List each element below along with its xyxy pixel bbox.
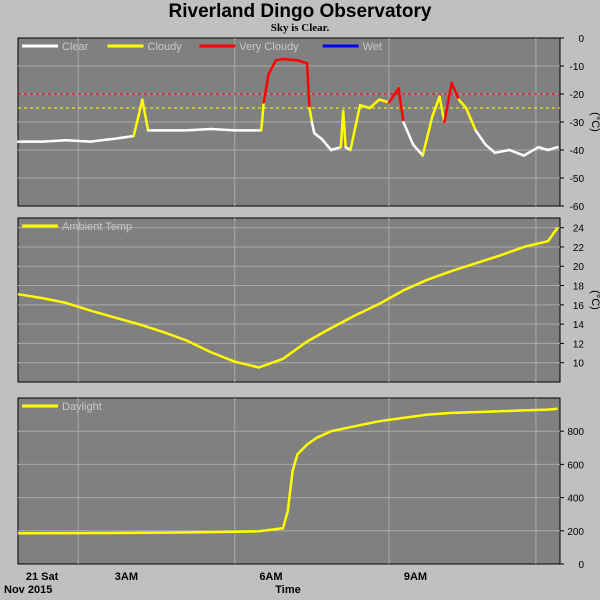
legend-label: Daylight bbox=[62, 401, 102, 413]
y-tick-label: -30 bbox=[570, 118, 585, 129]
sky-temp-segment bbox=[508, 148, 526, 157]
sky-temp-segment bbox=[313, 131, 323, 141]
sky-temp-segment bbox=[522, 145, 540, 157]
sky-temp-segment bbox=[64, 138, 92, 143]
legend-label: Cloudy bbox=[148, 41, 183, 53]
time-axis-label: Time bbox=[275, 584, 300, 596]
sky-temp-segment bbox=[411, 143, 424, 157]
ambient-series-line bbox=[17, 226, 559, 369]
sky-temp-segment bbox=[368, 98, 381, 110]
legend-label: Wet bbox=[363, 41, 382, 53]
y-tick-label: 800 bbox=[567, 427, 584, 438]
sky-temp-segment bbox=[260, 101, 265, 132]
sky-temp-segment bbox=[387, 87, 400, 104]
y-tick-label: 0 bbox=[578, 560, 584, 571]
sky-temp-segment bbox=[537, 145, 550, 152]
y-tick-label: 0 bbox=[578, 34, 584, 45]
y-tick-label: -50 bbox=[570, 174, 585, 185]
sky-temp-segment bbox=[450, 81, 461, 101]
sky-temp-segment bbox=[209, 127, 237, 132]
sky-status: Sky is Clear. bbox=[270, 22, 330, 34]
sky-temp-segment bbox=[397, 87, 405, 124]
y-tick-label: -40 bbox=[570, 146, 585, 157]
y-tick-label: 16 bbox=[573, 301, 585, 312]
daylight-panel bbox=[17, 397, 561, 565]
sky-temp-segment bbox=[438, 95, 446, 124]
sky-temp-segment bbox=[464, 106, 477, 132]
y-tick-label: 10 bbox=[573, 359, 585, 370]
y-tick-label: 22 bbox=[573, 243, 585, 254]
sky-temp-segment bbox=[457, 98, 468, 110]
sky-temp-segment bbox=[431, 95, 441, 118]
sky-temp-segment bbox=[349, 103, 362, 152]
x-tick-label: 21 Sat bbox=[26, 571, 59, 583]
y-tick-label: -60 bbox=[570, 202, 585, 213]
daylight-series-line bbox=[17, 407, 558, 535]
sky-temp-segment bbox=[281, 57, 299, 62]
legend-label: Very Cloudy bbox=[239, 41, 299, 53]
month-year-label: Nov 2015 bbox=[4, 584, 52, 596]
x-tick-label: 3AM bbox=[115, 571, 138, 583]
y-tick-label: -20 bbox=[570, 90, 585, 101]
y-axis-unit: (°C) bbox=[589, 290, 600, 310]
x-tick-label: 9AM bbox=[404, 571, 427, 583]
x-tick-label: 6AM bbox=[259, 571, 282, 583]
sky-temp-segment bbox=[141, 98, 150, 132]
sky-temp-segment bbox=[546, 145, 559, 152]
sky-temp-segment bbox=[329, 145, 343, 152]
sky-temp-segment bbox=[267, 59, 278, 76]
sky-temp-segment bbox=[320, 137, 333, 152]
sky-temp-segment bbox=[402, 120, 415, 146]
y-tick-label: -10 bbox=[570, 62, 585, 73]
legend-label: Ambient Temp bbox=[62, 221, 132, 233]
sky-temp-segment bbox=[310, 120, 316, 135]
y-tick-label: 200 bbox=[567, 527, 584, 538]
sky-temp-segment bbox=[89, 137, 116, 143]
y-tick-label: 600 bbox=[567, 460, 584, 471]
y-tick-label: 14 bbox=[573, 320, 585, 331]
y-tick-label: 18 bbox=[573, 282, 585, 293]
sky-temp-segment bbox=[378, 98, 391, 104]
sky-temp-segment bbox=[474, 129, 487, 146]
sky-temp-segment bbox=[358, 103, 371, 110]
y-tick-label: 24 bbox=[573, 224, 585, 235]
y-axis-unit: (°C) bbox=[589, 112, 600, 132]
sky-temp-segment bbox=[493, 148, 511, 155]
sky-temp-segment bbox=[262, 73, 270, 104]
y-tick-label: 400 bbox=[567, 494, 584, 505]
sky-temp-segment bbox=[308, 106, 314, 124]
legend-label: Clear bbox=[62, 41, 89, 53]
ambient-panel bbox=[17, 217, 561, 383]
sky-temp-segment bbox=[443, 81, 453, 124]
sky-temp-segment bbox=[421, 115, 434, 157]
y-tick-label: 20 bbox=[573, 262, 585, 273]
y-tick-label: 12 bbox=[573, 339, 585, 350]
sky-temp-segment bbox=[113, 134, 135, 141]
sky-temp-segment bbox=[341, 109, 347, 149]
sky-temp-segment bbox=[185, 127, 212, 132]
sky-temp-segment bbox=[132, 115, 140, 138]
sky-temp-segment bbox=[40, 138, 68, 143]
page-title: Riverland Dingo Observatory bbox=[168, 1, 432, 22]
sky-temp-segment bbox=[484, 143, 497, 155]
sky-temp-segment bbox=[296, 59, 309, 65]
sky-temp-segment bbox=[305, 61, 311, 110]
